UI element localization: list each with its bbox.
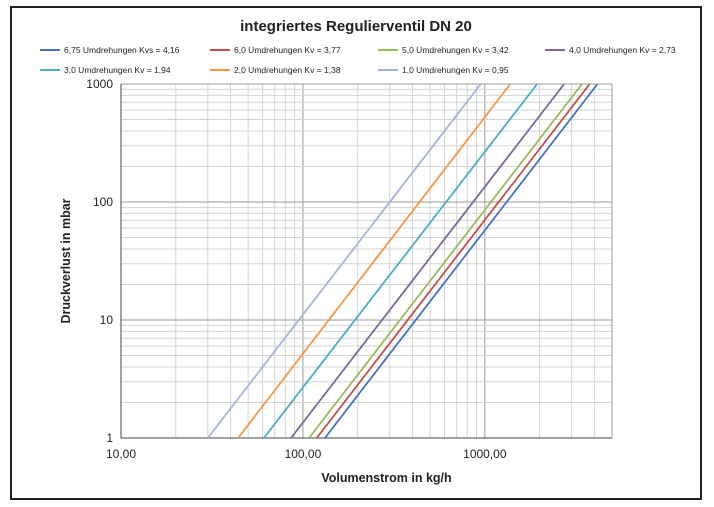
legend-item: 5,0 Umdrehungen Kv = 3,42 xyxy=(378,45,509,55)
legend-item: 2,0 Umdrehungen Kv = 1,38 xyxy=(210,65,341,75)
legend-swatch xyxy=(40,69,60,71)
legend-swatch xyxy=(378,49,398,51)
legend-label: 5,0 Umdrehungen Kv = 3,42 xyxy=(402,45,509,55)
series-line-2 xyxy=(315,84,591,438)
legend-label: 6,0 Umdrehungen Kv = 3,77 xyxy=(234,45,341,55)
x-tick-label: 1000,00 xyxy=(463,447,507,461)
x-tick-label: 100,00 xyxy=(285,447,322,461)
legend-swatch xyxy=(545,49,565,51)
legend-swatch xyxy=(210,69,230,71)
legend-label: 2,0 Umdrehungen Kv = 1,38 xyxy=(234,65,341,75)
series-line-5 xyxy=(263,84,538,438)
y-tick-label: 10 xyxy=(100,313,114,327)
chart-title: integriertes Regulierventil DN 20 xyxy=(240,18,472,35)
legend-swatch xyxy=(378,69,398,71)
legend-label: 4,0 Umdrehungen Kv = 2,73 xyxy=(569,45,676,55)
series-line-1 xyxy=(324,84,599,438)
y-tick-label: 1 xyxy=(106,431,113,445)
series-line-6 xyxy=(237,84,512,438)
x-axis-label: Volumenstrom in kg/h xyxy=(321,471,451,485)
legend-label: 3,0 Umdrehungen Kv = 1,94 xyxy=(64,65,171,75)
y-axis-label: Druckverlust in mbar xyxy=(59,198,73,323)
legend-label: 1,0 Umdrehungen Kv = 0,95 xyxy=(402,65,509,75)
legend-item: 6,0 Umdrehungen Kv = 3,77 xyxy=(210,45,341,55)
chart-legend: 6,75 Umdrehungen Kvs = 4,16 6,0 Umdrehung… xyxy=(40,45,700,81)
series-line-4 xyxy=(290,84,565,438)
legend-label: 6,75 Umdrehungen Kvs = 4,16 xyxy=(64,45,180,55)
legend-item: 4,0 Umdrehungen Kv = 2,73 xyxy=(545,45,676,55)
legend-swatch xyxy=(40,49,60,51)
y-tick-label: 1000 xyxy=(86,77,113,91)
legend-item: 1,0 Umdrehungen Kv = 0,95 xyxy=(378,65,509,75)
y-tick-label: 100 xyxy=(93,195,113,209)
series-line-7 xyxy=(207,84,482,438)
legend-item: 3,0 Umdrehungen Kv = 1,94 xyxy=(40,65,171,75)
legend-item: 6,75 Umdrehungen Kvs = 4,16 xyxy=(40,45,180,55)
legend-swatch xyxy=(210,49,230,51)
series-line-3 xyxy=(308,84,583,438)
x-tick-label: 10,00 xyxy=(106,447,136,461)
